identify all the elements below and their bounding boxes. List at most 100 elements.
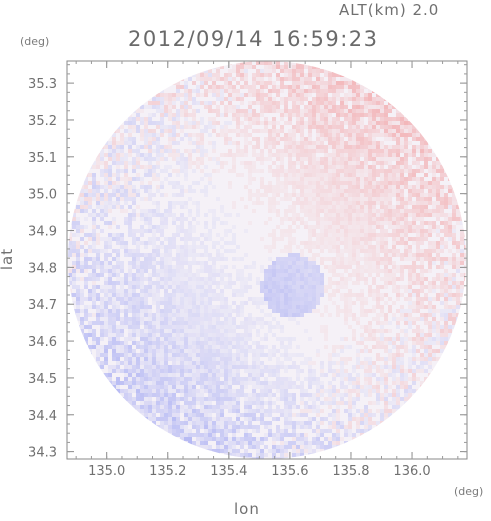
- field-cell: [112, 297, 116, 301]
- field-cell: [128, 233, 132, 237]
- field-cell: [360, 129, 364, 133]
- field-cell: [360, 189, 364, 193]
- field-cell: [344, 317, 348, 321]
- field-cell: [364, 213, 368, 217]
- field-cell: [272, 345, 276, 349]
- field-cell: [160, 181, 164, 185]
- field-cell: [300, 169, 304, 173]
- field-cell: [348, 233, 352, 237]
- field-cell: [108, 301, 112, 305]
- field-cell: [444, 349, 448, 353]
- field-cell: [300, 301, 304, 305]
- field-cell: [276, 285, 280, 289]
- field-cell: [112, 281, 116, 285]
- field-cell: [320, 249, 324, 253]
- field-cell: [312, 273, 316, 277]
- field-cell: [164, 93, 168, 97]
- field-cell: [216, 337, 220, 341]
- field-cell: [120, 241, 124, 245]
- field-cell: [184, 277, 188, 281]
- field-cell: [388, 181, 392, 185]
- field-cell: [76, 193, 80, 197]
- field-cell: [156, 301, 160, 305]
- field-cell: [320, 185, 324, 189]
- field-cell: [296, 85, 300, 89]
- field-cell: [256, 93, 260, 97]
- field-cell: [432, 289, 436, 293]
- field-cell: [432, 317, 436, 321]
- field-cell: [376, 341, 380, 345]
- field-cell: [352, 101, 356, 105]
- field-cell: [232, 257, 236, 261]
- field-cell: [288, 313, 292, 317]
- field-cell: [192, 113, 196, 117]
- field-cell: [360, 333, 364, 337]
- field-cell: [392, 221, 396, 225]
- field-cell: [164, 269, 168, 273]
- field-cell: [344, 153, 348, 157]
- field-cell: [316, 121, 320, 125]
- field-cell: [280, 341, 284, 345]
- field-cell: [144, 221, 148, 225]
- field-cell: [204, 173, 208, 177]
- field-cell: [380, 221, 384, 225]
- field-cell: [412, 149, 416, 153]
- field-cell: [380, 369, 384, 373]
- field-cell: [376, 357, 380, 361]
- field-cell: [120, 269, 124, 273]
- field-cell: [288, 257, 292, 261]
- field-cell: [348, 113, 352, 117]
- field-cell: [428, 257, 432, 261]
- field-cell: [152, 281, 156, 285]
- field-cell: [284, 173, 288, 177]
- field-cell: [296, 89, 300, 93]
- field-cell: [240, 269, 244, 273]
- field-cell: [412, 229, 416, 233]
- field-cell: [232, 325, 236, 329]
- field-cell: [348, 189, 352, 193]
- field-cell: [432, 281, 436, 285]
- field-cell: [272, 349, 276, 353]
- field-cell: [144, 293, 148, 297]
- field-cell: [400, 125, 404, 129]
- field-cell: [152, 129, 156, 133]
- field-cell: [340, 345, 344, 349]
- field-cell: [104, 165, 108, 169]
- field-cell: [360, 165, 364, 169]
- field-cell: [372, 113, 376, 117]
- field-cell: [408, 321, 412, 325]
- field-cell: [112, 273, 116, 277]
- field-cell: [296, 101, 300, 105]
- field-cell: [140, 293, 144, 297]
- field-cell: [156, 145, 160, 149]
- field-cell: [128, 349, 132, 353]
- field-cell: [360, 113, 364, 117]
- field-cell: [188, 317, 192, 321]
- field-cell: [448, 257, 452, 261]
- field-cell: [252, 357, 256, 361]
- field-cell: [160, 301, 164, 305]
- field-cell: [212, 309, 216, 313]
- field-cell: [192, 189, 196, 193]
- field-cell: [436, 265, 440, 269]
- field-cell: [212, 257, 216, 261]
- field-cell: [152, 273, 156, 277]
- field-cell: [308, 357, 312, 361]
- field-cell: [308, 145, 312, 149]
- field-cell: [112, 233, 116, 237]
- field-cell: [420, 281, 424, 285]
- field-cell: [288, 157, 292, 161]
- field-cell: [236, 361, 240, 365]
- field-cell: [448, 313, 452, 317]
- field-cell: [312, 297, 316, 301]
- field-cell: [344, 269, 348, 273]
- field-cell: [216, 361, 220, 365]
- field-cell: [268, 329, 272, 333]
- field-cell: [252, 85, 256, 89]
- field-cell: [168, 125, 172, 129]
- field-cell: [384, 329, 388, 333]
- field-cell: [380, 345, 384, 349]
- field-cell: [324, 257, 328, 261]
- field-cell: [312, 101, 316, 105]
